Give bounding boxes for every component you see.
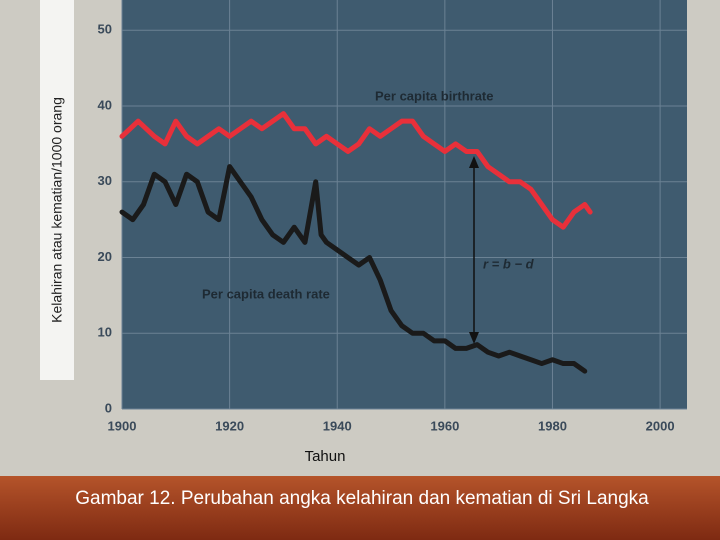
x-tick-label: 1940 <box>323 418 352 433</box>
annotation: Per capita death rate <box>202 286 330 301</box>
x-tick-label: 1960 <box>430 418 459 433</box>
annotation: r = b − d <box>483 256 535 271</box>
y-tick-label: 50 <box>98 22 112 37</box>
y-axis-label: Kelahiran atau kematian/1000 orang <box>49 97 65 323</box>
data-line <box>119 111 593 230</box>
x-tick-label: 1980 <box>538 418 567 433</box>
annotation: Per capita birthrate <box>375 88 494 103</box>
x-tick-label: 1900 <box>108 418 137 433</box>
plot-area <box>122 0 687 409</box>
y-tick-label: 30 <box>98 173 112 188</box>
y-tick-label: 40 <box>98 97 112 112</box>
x-axis-label: Tahun <box>305 448 346 465</box>
data-line <box>119 164 588 374</box>
arrow-head <box>469 332 479 344</box>
y-tick-label: 20 <box>98 249 112 264</box>
y-tick-label: 0 <box>105 400 112 415</box>
caption: Gambar 12. Perubahan angka kelahiran dan… <box>75 488 649 509</box>
caption-bar <box>0 476 720 540</box>
y-tick-label: 10 <box>98 325 112 340</box>
x-tick-label: 2000 <box>646 418 675 433</box>
arrow-head <box>469 156 479 168</box>
label-band <box>40 0 74 380</box>
x-tick-label: 1920 <box>215 418 244 433</box>
